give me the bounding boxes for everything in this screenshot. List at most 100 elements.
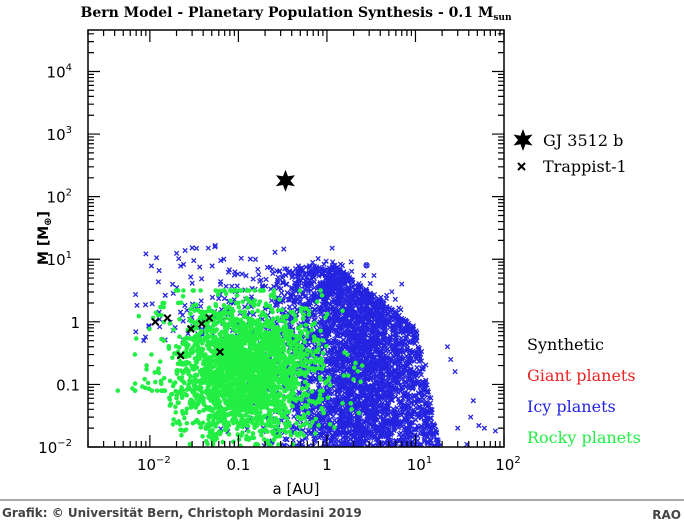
icy-planet-point xyxy=(369,312,376,319)
icy-planet-point xyxy=(317,452,321,456)
icy-planet-point xyxy=(391,455,395,459)
icy-planet-point xyxy=(444,477,448,481)
icy-planet-point xyxy=(310,457,314,461)
icy-planet-point xyxy=(386,450,390,454)
icy-planet-point xyxy=(345,422,351,429)
icy-planet-point xyxy=(379,453,383,457)
icy-planet-point xyxy=(349,268,355,275)
icy-planet-point xyxy=(444,473,448,477)
icy-planet-point xyxy=(439,461,443,465)
icy-planet-point xyxy=(444,477,448,481)
icy-planet-point xyxy=(444,475,448,479)
icy-planet-point xyxy=(406,451,410,455)
icy-planet-point xyxy=(257,278,263,284)
icy-planet-point xyxy=(311,463,315,467)
icy-planet-point xyxy=(291,298,297,305)
icy-planet-point xyxy=(444,473,448,477)
icy-planet-point xyxy=(444,472,448,476)
icy-planet-point xyxy=(359,460,363,464)
icy-planet-point xyxy=(317,448,321,452)
icy-planet-point xyxy=(437,449,441,453)
icy-planet-point xyxy=(397,455,401,459)
icy-planet-point xyxy=(342,454,346,458)
icy-planet-point xyxy=(323,258,329,264)
icy-planet-point xyxy=(333,461,337,465)
icy-planet-point xyxy=(297,299,303,306)
icy-planet-point xyxy=(437,463,441,467)
icy-planet-point xyxy=(420,451,424,455)
icy-planet-point xyxy=(336,461,340,465)
icy-planet-point xyxy=(424,382,430,388)
icy-planet-point xyxy=(286,456,290,460)
icy-planet-point xyxy=(444,472,448,476)
rocky-planet-point xyxy=(239,288,244,293)
icy-planet-point xyxy=(281,452,285,456)
icy-planet-point xyxy=(444,470,448,474)
rocky-planet-point xyxy=(332,425,337,430)
icy-planet-point xyxy=(438,454,442,458)
icy-planet-point xyxy=(340,453,344,457)
icy-planet-point xyxy=(337,278,344,285)
icy-planet-point xyxy=(397,446,402,447)
icy-planet-point xyxy=(366,434,373,441)
icy-planet-point xyxy=(339,423,346,429)
icy-planet-point xyxy=(437,459,441,463)
icy-planet-point xyxy=(309,463,313,467)
icy-planet-point xyxy=(376,455,380,459)
icy-planet-point xyxy=(314,450,318,454)
icy-planet-point xyxy=(348,358,354,365)
icy-planet-point xyxy=(368,450,372,454)
icy-planet-point xyxy=(444,472,448,476)
icy-planet-point xyxy=(373,460,377,464)
icy-planet-point xyxy=(399,461,403,465)
icy-planet-point xyxy=(402,328,409,335)
icy-planet-point xyxy=(406,451,410,455)
icy-planet-point xyxy=(435,449,439,453)
rocky-planet-point xyxy=(115,388,121,393)
icy-planet-point xyxy=(388,461,392,465)
icy-planet-point xyxy=(306,342,312,348)
icy-planet-point xyxy=(444,476,448,480)
icy-planet-point xyxy=(380,400,386,406)
icy-planet-point xyxy=(153,255,160,261)
icy-planet-point xyxy=(376,460,380,464)
icy-planet-point xyxy=(331,346,338,352)
icy-planet-point xyxy=(438,453,442,457)
icy-planet-point xyxy=(283,452,287,456)
icy-planet-point xyxy=(432,448,436,452)
icy-planet-point xyxy=(378,368,385,374)
icy-planet-point xyxy=(412,426,418,433)
icy-planet-point xyxy=(435,460,439,464)
icy-planet-point xyxy=(374,454,378,458)
icy-planet-point xyxy=(348,259,354,265)
icy-planet-point xyxy=(189,280,195,286)
icy-planet-point xyxy=(278,452,282,456)
icy-planet-point xyxy=(288,450,292,454)
icy-planet-point xyxy=(444,468,448,472)
icy-planet-point xyxy=(345,288,352,294)
icy-planet-point xyxy=(380,450,384,454)
icy-planet-point xyxy=(401,415,407,421)
icy-planet-point xyxy=(349,353,355,360)
icy-planet-point xyxy=(384,316,390,323)
icy-planet-point xyxy=(444,471,448,475)
icy-planet-point xyxy=(280,280,287,286)
icy-planet-point xyxy=(357,282,363,289)
icy-planet-point xyxy=(333,460,337,464)
icy-planet-point xyxy=(442,464,446,468)
icy-planet-point xyxy=(305,446,310,447)
icy-planet-point xyxy=(313,457,317,461)
icy-planet-point xyxy=(438,450,442,454)
icy-planet-point xyxy=(444,478,448,482)
icy-planet-point xyxy=(413,417,419,423)
icy-planet-point xyxy=(433,429,440,435)
icy-planet-point xyxy=(376,453,380,457)
icy-planet-point xyxy=(375,457,379,461)
icy-planet-point xyxy=(162,292,168,298)
icy-planet-point xyxy=(444,473,448,477)
icy-planet-point xyxy=(365,463,369,467)
icy-planet-point xyxy=(444,476,448,480)
icy-planet-point xyxy=(442,460,446,464)
icy-planet-point xyxy=(339,262,346,269)
icy-planet-point xyxy=(394,459,398,463)
